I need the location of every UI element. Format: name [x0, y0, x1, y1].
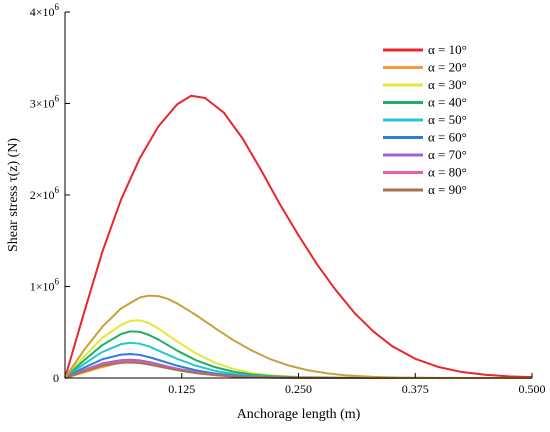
- legend: α = 10° α = 20° α = 30° α = 40° α = 50° α = 6…: [383, 42, 467, 197]
- legend-item: α = 40°: [383, 95, 467, 110]
- y-tick-base: 4×10: [30, 5, 55, 19]
- legend-label: α = 70°: [428, 147, 467, 162]
- y-tick-label: 0: [53, 371, 59, 385]
- series-lines: [64, 94, 533, 379]
- legend-label: α = 80°: [428, 165, 467, 180]
- x-axis-title: Anchorage length (m): [237, 407, 361, 422]
- y-tick-exponent: 6: [55, 185, 60, 195]
- legend-label: α = 30°: [428, 77, 467, 92]
- legend-item: α = 50°: [383, 112, 467, 127]
- legend-item: α = 20°: [383, 60, 467, 75]
- y-tick-base: 2×10: [30, 188, 55, 202]
- x-tick-label: 0.250: [285, 382, 312, 396]
- y-tick-label: 2×106: [30, 185, 60, 202]
- legend-item: α = 70°: [383, 147, 467, 162]
- x-tick-label: 0.125: [168, 382, 195, 396]
- legend-label: α = 10°: [428, 42, 467, 57]
- x-tick-label: 0.500: [519, 382, 546, 396]
- legend-item: α = 90°: [383, 182, 467, 197]
- legend-label: α = 50°: [428, 112, 467, 127]
- y-tick-label: 3×106: [30, 94, 60, 111]
- legend-item: α = 30°: [383, 77, 467, 92]
- y-tick-label: 4×106: [30, 2, 60, 19]
- legend-label: α = 40°: [428, 95, 467, 110]
- y-tick-exponent: 6: [55, 94, 60, 104]
- legend-label: α = 20°: [428, 60, 467, 75]
- y-tick-base: 3×10: [30, 97, 55, 111]
- series-line-3: [64, 319, 533, 379]
- y-tick-exponent: 6: [55, 277, 60, 287]
- legend-item: α = 80°: [383, 165, 467, 180]
- series-line-1: [64, 94, 533, 379]
- y-tick-base: 0: [53, 371, 59, 385]
- y-tick-base: 1×10: [30, 280, 55, 294]
- legend-item: α = 60°: [383, 130, 467, 145]
- x-tick-label: 0.375: [402, 382, 429, 396]
- legend-label: α = 60°: [428, 130, 467, 145]
- legend-label: α = 90°: [428, 182, 467, 197]
- ticks: 0.125 0.250 0.375 0.50001×1062×1063×1064×10…: [30, 2, 546, 396]
- series-line-10: [64, 294, 533, 379]
- legend-item: α = 10°: [383, 42, 467, 57]
- y-tick-label: 1×106: [30, 277, 60, 294]
- y-tick-exponent: 6: [55, 2, 60, 12]
- y-axis-title: Shear stress τ(z) (N): [6, 138, 21, 252]
